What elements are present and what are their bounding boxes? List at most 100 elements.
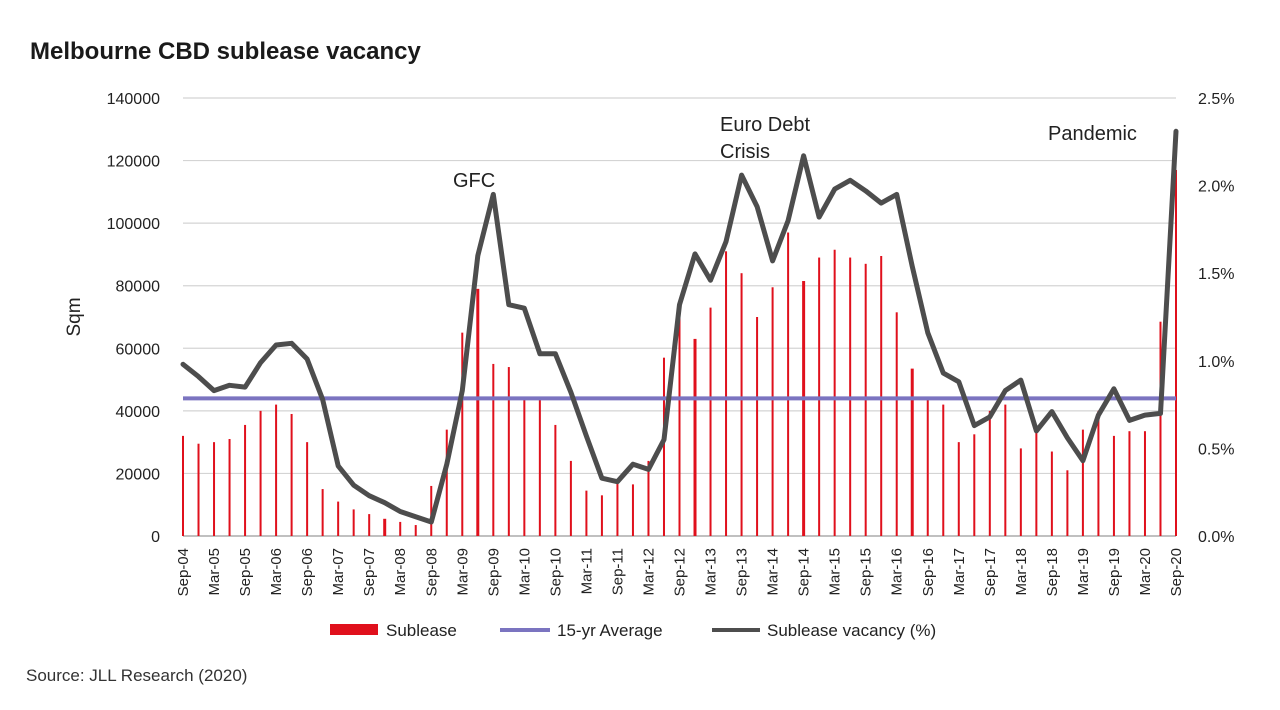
bar [973, 434, 976, 536]
x-axis: Sep-04 Mar-05 Sep-05 Mar-06 Sep-06 Mar-07 Sep-… [175, 548, 1185, 596]
x-tick-label: Sep-12 [672, 548, 689, 596]
y-axis-title: Sqm [64, 297, 85, 336]
y2-tick-label: 2.5% [1198, 91, 1234, 108]
y2-tick-label: 1.5% [1198, 266, 1234, 283]
legend-label-average: 15-yr Average [557, 621, 663, 640]
bar [988, 410, 991, 536]
bar [616, 481, 619, 536]
annotations: GFC Euro Debt Crisis Pandemic [453, 114, 1137, 192]
x-tick-label: Sep-09 [485, 548, 502, 596]
bar [693, 338, 697, 536]
x-tick-label: Sep-19 [1106, 548, 1123, 596]
x-tick-label: Sep-20 [1168, 548, 1185, 596]
bar [802, 281, 806, 536]
bar [538, 398, 541, 536]
bar [1159, 321, 1162, 536]
y-tick-label: 20000 [116, 466, 161, 483]
y-tick-label: 40000 [116, 404, 161, 421]
bar [182, 435, 184, 536]
x-tick-label: Mar-15 [827, 548, 844, 596]
bar [895, 312, 898, 536]
bar [399, 521, 402, 536]
x-tick-label: Mar-06 [268, 548, 285, 596]
legend-label-sublease: Sublease [386, 621, 457, 640]
x-tick-label: Sep-11 [609, 548, 626, 595]
bar [771, 287, 774, 536]
bar [445, 429, 448, 536]
bar [756, 317, 759, 536]
x-tick-label: Mar-09 [454, 548, 471, 596]
legend-label-vacancy: Sublease vacancy (%) [767, 621, 936, 640]
bar [414, 525, 417, 536]
bar [740, 273, 743, 536]
x-tick-label: Mar-14 [765, 548, 782, 596]
x-tick-label: Sep-16 [920, 548, 937, 596]
y-axis-left: 0 20000 40000 60000 80000 100000 120000 140000 S… [64, 91, 160, 546]
y2-tick-label: 1.0% [1198, 354, 1234, 371]
x-tick-label: Sep-15 [858, 548, 875, 596]
bar [709, 307, 712, 536]
bar [957, 442, 960, 536]
bar [197, 443, 200, 536]
bar [1143, 431, 1146, 536]
bar [244, 424, 247, 536]
y2-tick-label: 0.5% [1198, 441, 1234, 458]
bar [554, 424, 557, 536]
x-tick-label: Mar-20 [1137, 548, 1154, 596]
x-tick-label: Mar-13 [703, 548, 720, 596]
legend: Sublease 15-yr Average Sublease vacancy (%… [330, 621, 936, 640]
vacancy-line [180, 128, 1179, 525]
x-tick-label: Sep-17 [982, 548, 999, 596]
bar [833, 249, 836, 536]
bar [1112, 435, 1115, 536]
sublease-bars [182, 169, 1177, 537]
bar [430, 485, 433, 536]
legend-swatch-sublease [330, 624, 378, 635]
x-tick-label: Mar-19 [1075, 548, 1092, 596]
bar [523, 399, 526, 536]
y2-tick-label: 0.0% [1198, 529, 1234, 546]
x-tick-label: Sep-06 [299, 548, 316, 596]
bar [337, 501, 340, 536]
bar [368, 514, 371, 536]
bar [647, 460, 650, 536]
bar [228, 439, 231, 536]
annotation-label: Pandemic [1048, 123, 1137, 145]
y-tick-label: 80000 [116, 279, 161, 296]
chart-title: Melbourne CBD sublease vacancy [30, 38, 421, 65]
y-tick-label: 60000 [116, 341, 161, 358]
bar [725, 251, 728, 537]
annotation-label: Euro Debt [720, 114, 810, 136]
bar [1035, 431, 1038, 536]
bar [321, 489, 324, 536]
annotation-label: Crisis [720, 141, 770, 163]
bar [461, 332, 464, 536]
x-tick-label: Mar-08 [392, 548, 409, 596]
bar [306, 442, 309, 536]
vacancy-series-line [180, 128, 1179, 525]
bar [476, 288, 480, 536]
x-tick-label: Sep-10 [547, 548, 564, 596]
bar [910, 368, 914, 536]
source-note: Source: JLL Research (2020) [26, 666, 248, 685]
x-tick-label: Mar-11 [578, 548, 595, 594]
bar [1050, 451, 1053, 536]
x-tick-label: Mar-05 [206, 548, 223, 596]
x-tick-label: Mar-18 [1013, 548, 1030, 596]
bar [600, 495, 603, 536]
bar [585, 490, 588, 536]
bar [352, 509, 355, 536]
y-tick-label: 120000 [107, 154, 160, 171]
y-tick-label: 0 [151, 529, 160, 546]
bar [290, 413, 293, 536]
x-tick-label: Mar-17 [951, 548, 968, 596]
bar [787, 232, 790, 536]
x-tick-label: Mar-12 [640, 548, 657, 596]
x-tick-label: Sep-13 [734, 548, 751, 596]
bar [631, 484, 634, 536]
y-tick-label: 100000 [107, 216, 160, 233]
y-tick-label: 140000 [107, 91, 160, 108]
x-tick-label: Mar-07 [330, 548, 347, 596]
bar [1097, 410, 1100, 536]
bar [880, 255, 883, 536]
